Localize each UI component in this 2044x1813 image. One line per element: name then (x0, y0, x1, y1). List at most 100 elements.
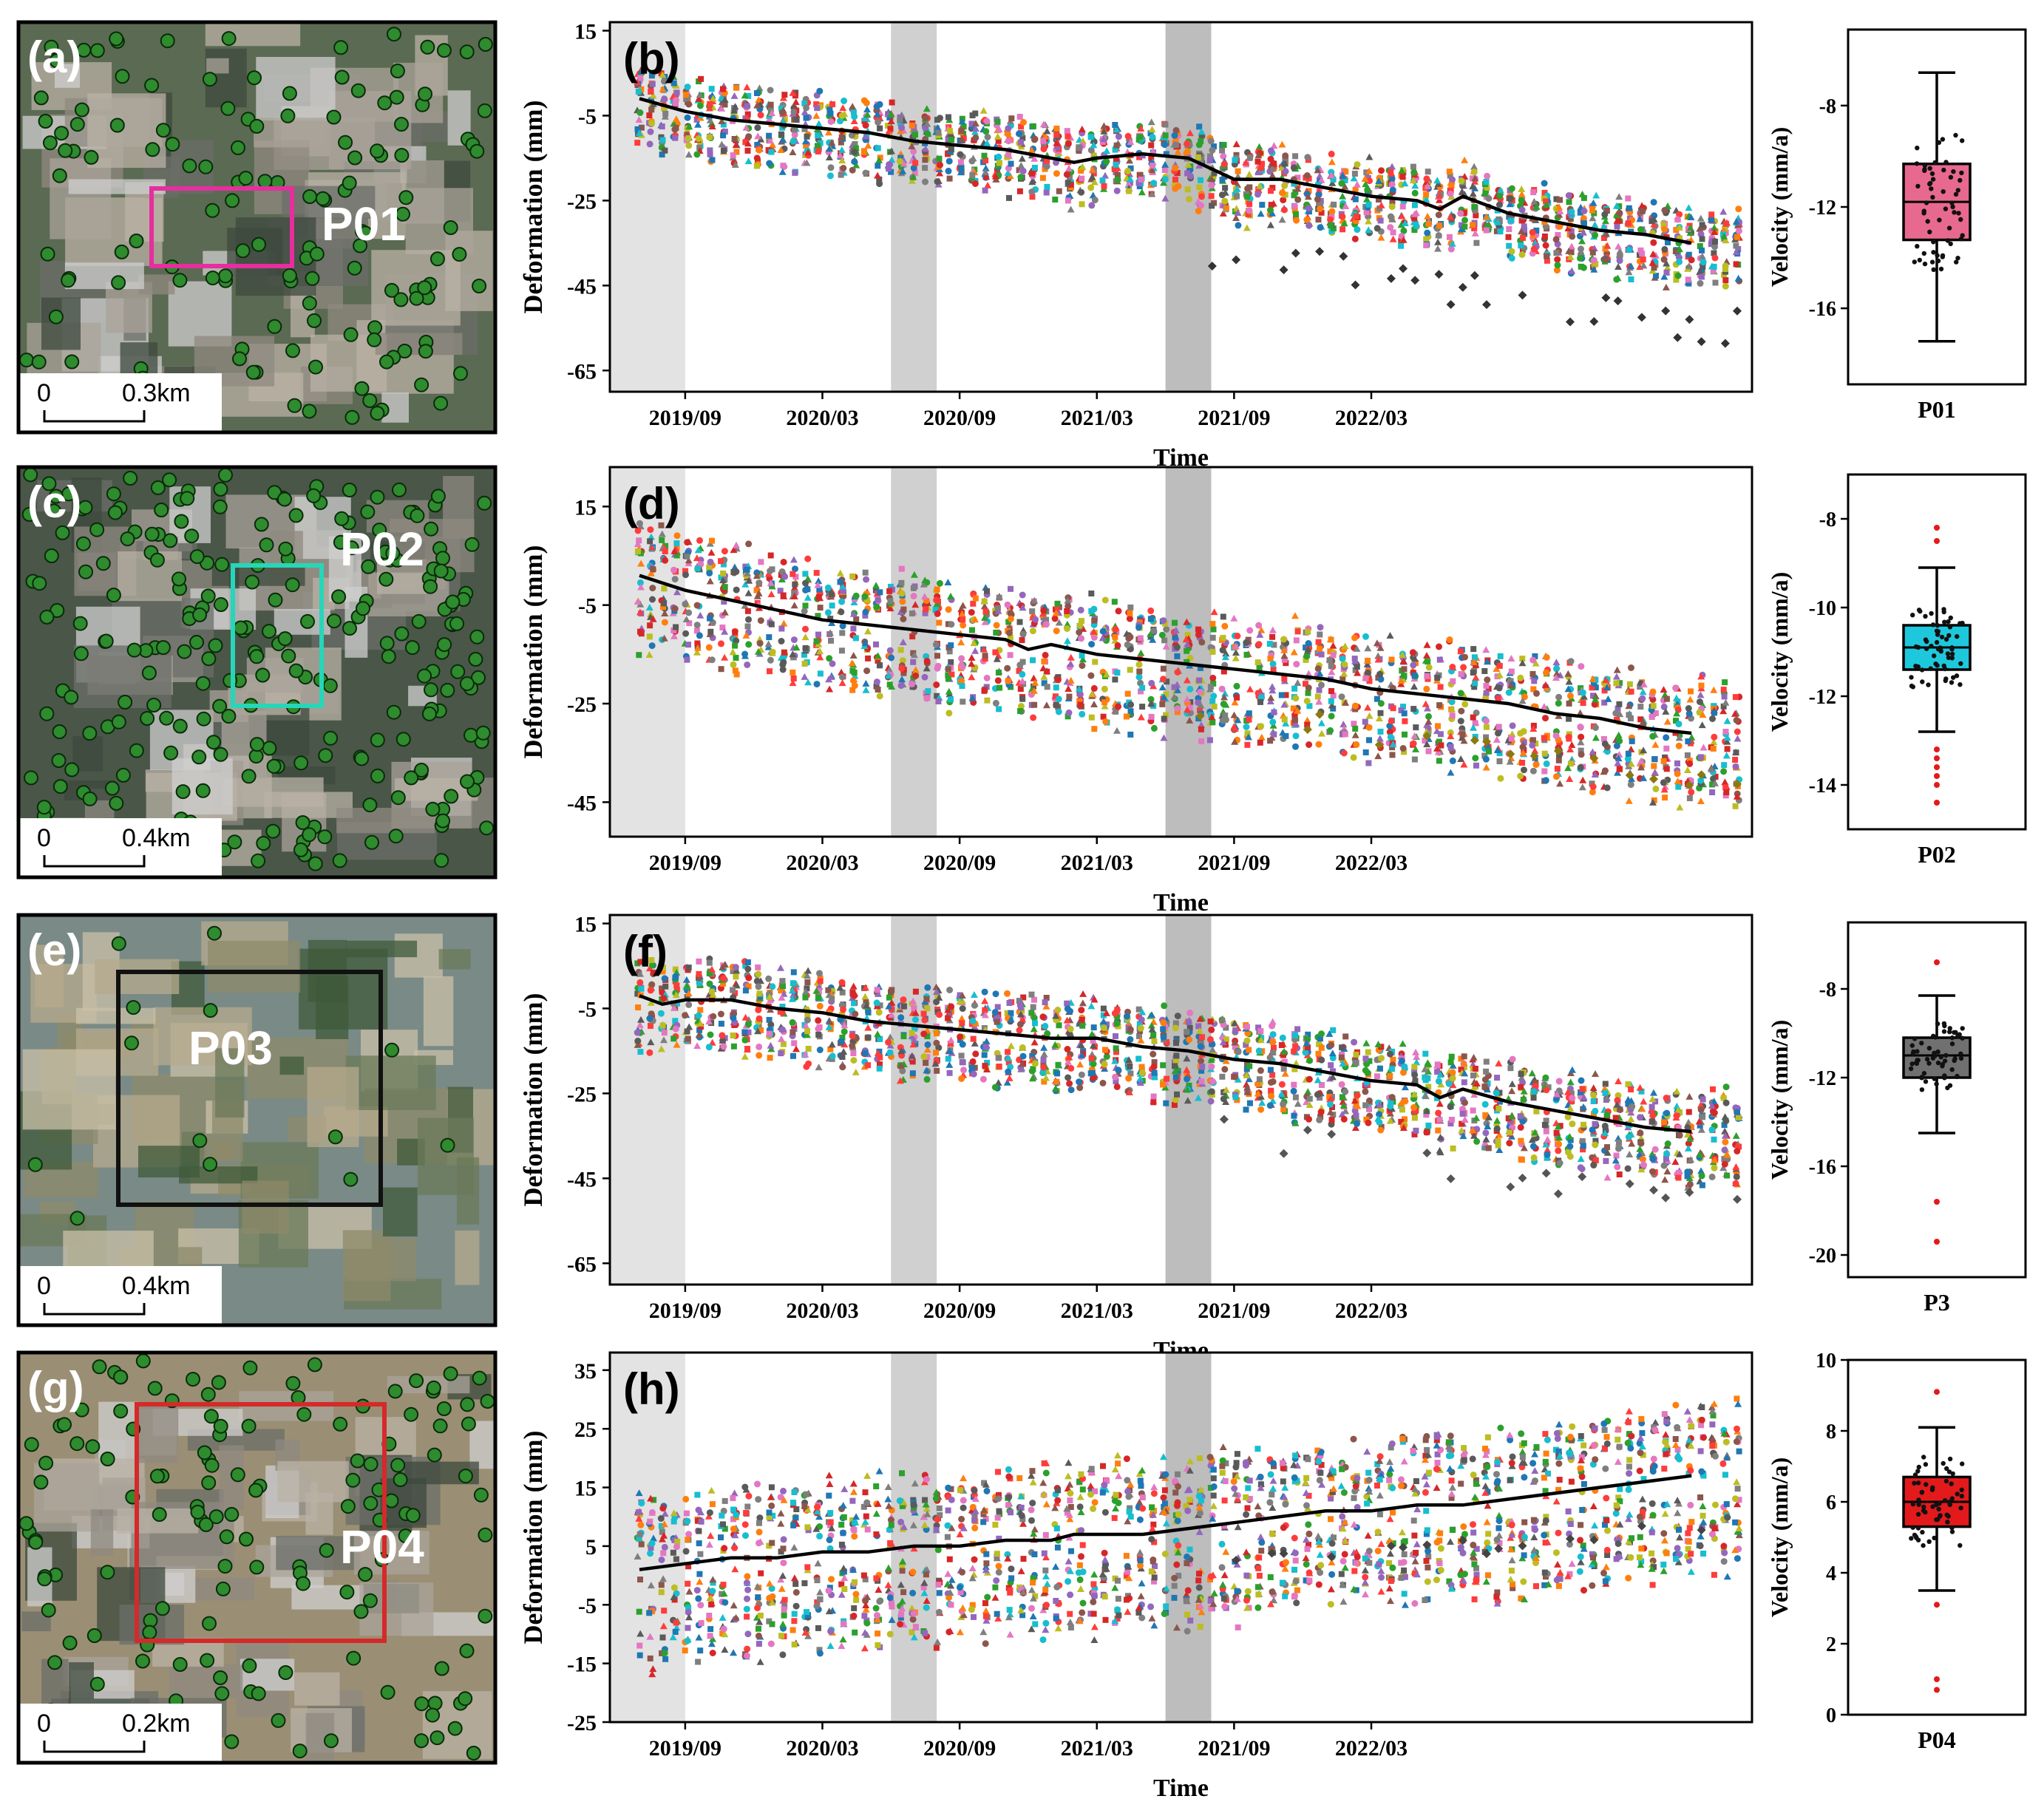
series-marker (801, 608, 808, 615)
scale-distance-label: 0.3km (122, 379, 191, 407)
ps-point-marker (52, 724, 67, 739)
series-marker (1220, 142, 1227, 149)
series-marker (1290, 164, 1297, 171)
series-marker (1017, 174, 1025, 181)
series-marker (982, 187, 988, 194)
series-marker (946, 127, 954, 135)
series-marker (648, 89, 654, 95)
series-marker (1326, 657, 1333, 664)
series-marker (1389, 186, 1396, 194)
series-marker (1470, 670, 1476, 676)
series-marker (766, 137, 774, 144)
ps-point-marker (109, 795, 124, 811)
series-marker (1113, 187, 1121, 194)
series-marker (790, 571, 796, 577)
series-marker (875, 145, 881, 152)
series-marker (684, 539, 691, 546)
series-marker (1235, 222, 1242, 229)
series-marker (1555, 700, 1562, 707)
velocity-point (1939, 634, 1945, 640)
series-marker (648, 106, 655, 113)
ps-point-marker (420, 39, 435, 55)
velocity-point (1958, 661, 1963, 666)
ps-point-marker (162, 472, 177, 488)
series-marker (1387, 733, 1394, 741)
series-marker (910, 659, 917, 665)
series-marker (1174, 669, 1181, 676)
series-marker (1663, 695, 1670, 702)
series-marker (934, 178, 941, 186)
velocity-point (1946, 619, 1951, 625)
series-marker (923, 657, 931, 664)
series-marker (649, 596, 656, 603)
series-marker (1411, 202, 1418, 208)
ps-point-marker (72, 616, 88, 631)
map-block (138, 1146, 200, 1178)
series-marker (899, 598, 906, 605)
series-marker (804, 149, 812, 156)
series-marker (851, 149, 858, 156)
velocity-point (1928, 666, 1933, 671)
ps-point-marker (472, 279, 487, 293)
series-marker (682, 571, 689, 579)
ps-point-marker (212, 499, 228, 514)
series-marker (1259, 202, 1266, 208)
series-marker (814, 105, 821, 112)
series-marker (693, 116, 700, 123)
ps-point-marker (78, 564, 93, 579)
series-marker (896, 157, 903, 165)
ps-point-marker (69, 117, 85, 132)
series-marker (1661, 207, 1668, 214)
series-marker (1078, 188, 1085, 196)
series-marker (898, 590, 906, 597)
ps-point-marker (278, 541, 293, 557)
series-marker (1555, 757, 1562, 763)
series-marker (1411, 189, 1419, 197)
ps-point-marker (450, 664, 466, 679)
series-marker (922, 157, 928, 163)
ps-point-marker (251, 237, 266, 252)
series-marker (1592, 231, 1599, 239)
velocity-point (1925, 219, 1930, 224)
series-marker (659, 85, 667, 92)
series-marker (694, 565, 701, 572)
series-marker (1210, 626, 1217, 633)
series-marker (1255, 641, 1263, 648)
series-marker (1208, 193, 1215, 200)
series-marker (1065, 140, 1072, 147)
velocity-point (1949, 651, 1955, 657)
series-marker (720, 570, 727, 576)
series-marker (662, 548, 668, 554)
series-marker (1449, 664, 1456, 670)
series-marker (1029, 170, 1035, 177)
series-marker (1303, 216, 1311, 223)
series-marker (1055, 695, 1062, 703)
series-marker (1663, 745, 1670, 752)
series-marker (1328, 688, 1334, 694)
series-marker (1315, 217, 1322, 223)
series-marker (1436, 758, 1442, 764)
series-marker (826, 106, 833, 113)
series-marker (1578, 751, 1585, 758)
series-marker (1410, 163, 1416, 170)
series-marker (1327, 216, 1334, 223)
series-marker (912, 672, 920, 679)
series-marker (1303, 172, 1311, 179)
velocity-point (1923, 613, 1928, 619)
series-marker (1435, 723, 1441, 729)
series-marker (767, 552, 774, 559)
series-marker (1127, 701, 1135, 708)
series-marker (1016, 619, 1023, 625)
series-marker (1353, 741, 1360, 748)
series-marker (707, 558, 714, 565)
ps-point-marker (388, 829, 404, 844)
series-marker (1196, 677, 1203, 684)
series-marker (1017, 708, 1024, 715)
ps-point-marker (433, 563, 449, 579)
series-marker (662, 147, 668, 154)
series-marker (1541, 233, 1548, 239)
series-marker (933, 681, 940, 688)
ps-point-marker (140, 711, 155, 726)
y-tick-label: -12 (1809, 197, 1836, 220)
